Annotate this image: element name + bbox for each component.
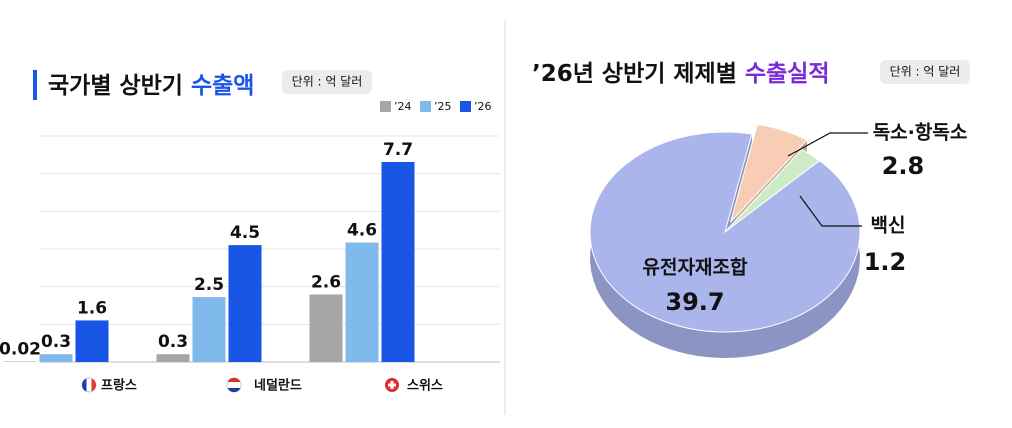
x-tick-label: 네덜란드 [254,378,302,394]
title-accent [33,70,37,100]
bar [3,361,37,362]
chart-title: 국가별 상반기 수출액 [48,73,254,99]
value-label: 2.8 [882,152,925,180]
flag-netherlands [226,377,242,393]
title-main: 국가별 상반기 [48,73,183,99]
slice-label: 독소·항독소 [873,122,968,144]
bar [381,161,415,362]
bar [39,354,73,362]
value-label: 0.3 [41,332,71,352]
bar [228,245,262,362]
unit-box [880,60,970,84]
x-tick-label: 프랑스 [101,379,137,394]
value-label: 1.2 [864,248,907,276]
value-label: 4.6 [347,221,377,241]
value-label: 0.3 [158,332,188,352]
x-tick-label: 스위스 [407,379,443,394]
title-main: ’26년 상반기 제제별 [532,61,737,87]
value-label: 4.5 [230,223,260,243]
bar [309,294,343,362]
legend-label: ’24 [394,100,412,113]
slice-label: 유전자재조합 [643,257,748,279]
value-label: 39.7 [665,288,724,316]
bar [156,354,190,362]
chart-title: ’26년 상반기 제제별 수출실적 [532,61,830,87]
value-label: 7.7 [383,140,413,160]
value-label: 0.02 [0,339,41,359]
legend-swatch [380,101,391,112]
pie-slice [589,131,861,333]
unit-label: 단위 : 억 달러 [292,75,363,89]
legend-label: ’26 [474,100,492,113]
bar [192,297,226,362]
pie-slice [729,123,808,223]
flag-switzerland [385,378,399,392]
title-highlight: 수출실적 [745,61,830,87]
title-highlight: 수출액 [191,73,254,99]
unit-label: 단위 : 억 달러 [890,65,961,79]
leader-line [787,132,868,157]
slice-label: 백신 [871,215,906,237]
legend-swatch [420,101,431,112]
value-label: 1.6 [77,298,107,318]
bar [75,320,109,362]
value-label: 2.5 [194,275,224,295]
flag-france [81,377,97,393]
value-label: 2.6 [311,272,341,292]
bar [345,242,379,362]
leader-line [799,195,862,227]
legend-label: ’25 [434,100,452,113]
unit-box [282,70,372,94]
legend-swatch [460,101,471,112]
